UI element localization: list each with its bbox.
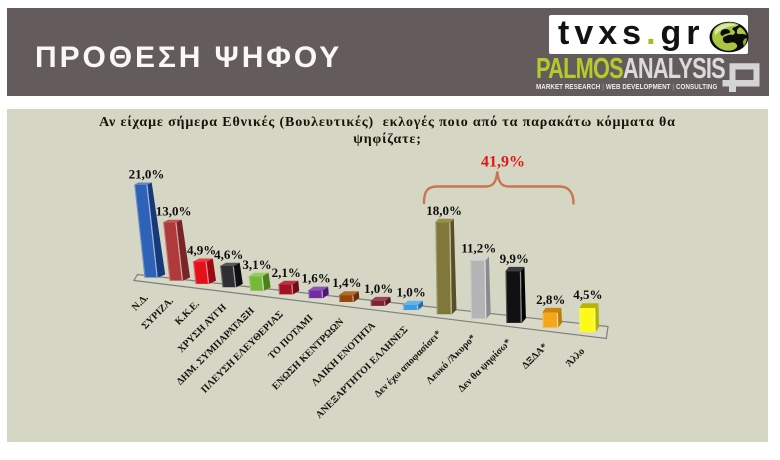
svg-text:1,6%: 1,6% bbox=[301, 271, 330, 286]
svg-text:Άλλο: Άλλο bbox=[564, 346, 587, 369]
svg-text:Δεν έχω αποφασίσει*: Δεν έχω αποφασίσει* bbox=[372, 328, 444, 400]
svg-text:13,0%: 13,0% bbox=[156, 204, 192, 219]
svg-text:2,1%: 2,1% bbox=[272, 265, 301, 280]
svg-text:Ν.Δ.: Ν.Δ. bbox=[130, 292, 151, 313]
svg-text:1,4%: 1,4% bbox=[332, 275, 361, 290]
svg-text:1,0%: 1,0% bbox=[364, 281, 393, 296]
svg-text:ΔΞΔΑ*: ΔΞΔΑ* bbox=[520, 341, 550, 371]
svg-text:4,5%: 4,5% bbox=[573, 287, 602, 302]
svg-text:Κ.Κ.Ε.: Κ.Κ.Ε. bbox=[173, 298, 202, 327]
svg-text:11,2%: 11,2% bbox=[461, 241, 496, 256]
svg-text:2,8%: 2,8% bbox=[536, 292, 565, 307]
svg-text:18,0%: 18,0% bbox=[426, 203, 462, 218]
svg-text:4,6%: 4,6% bbox=[214, 247, 243, 262]
svg-text:3,1%: 3,1% bbox=[242, 257, 271, 272]
svg-text:9,9%: 9,9% bbox=[500, 251, 529, 266]
svg-text:ΛΑΙΚΗ ΕΝΟΤΗΤΑ: ΛΑΙΚΗ ΕΝΟΤΗΤΑ bbox=[310, 320, 379, 389]
svg-text:4,9%: 4,9% bbox=[187, 243, 216, 258]
svg-text:21,0%: 21,0% bbox=[129, 167, 165, 182]
svg-text:1,0%: 1,0% bbox=[396, 285, 425, 300]
svg-text:41,9%: 41,9% bbox=[481, 154, 525, 171]
